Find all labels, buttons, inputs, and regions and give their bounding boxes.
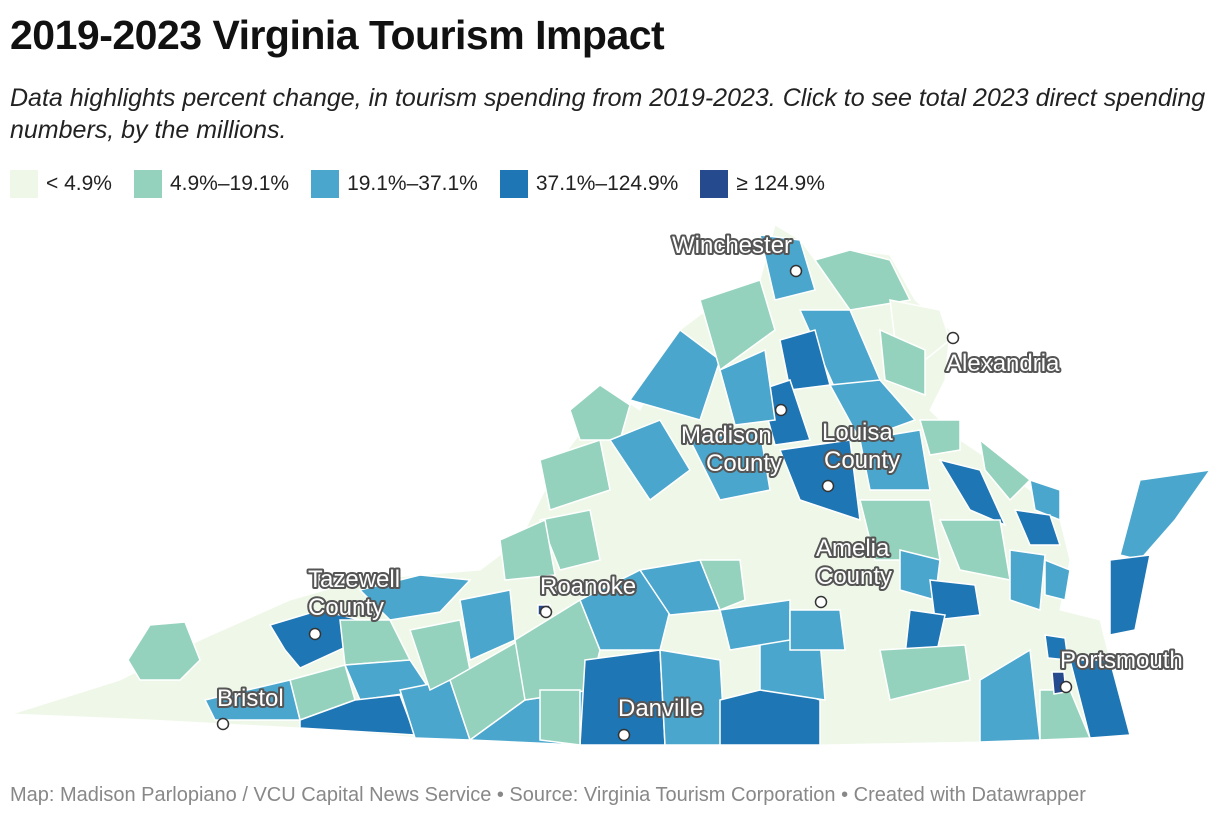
county-region[interactable] [608, 419, 691, 502]
city-marker-roanoke[interactable] [539, 605, 553, 619]
county-region[interactable] [1044, 558, 1071, 601]
county-region[interactable] [978, 438, 1032, 502]
county-region[interactable] [859, 429, 931, 491]
chart-title: 2019-2023 Virginia Tourism Impact [10, 12, 665, 58]
city-markers [216, 264, 1073, 742]
legend-label-2: 4.9%–19.1% [169, 172, 290, 195]
city-label-roanoke: Roanoke [540, 573, 636, 600]
footer-credits: Map: Madison Parlopiano / VCU Capital Ne… [10, 784, 1086, 806]
city-label-louisa-county: Louisa County [822, 419, 900, 474]
county-region[interactable] [938, 458, 1007, 527]
county-region[interactable] [539, 439, 611, 511]
county-region[interactable] [929, 579, 981, 621]
county-region[interactable] [569, 384, 631, 441]
chart-subtitle: Data highlights percent change, in touri… [10, 84, 1206, 144]
city-marker-alexandria[interactable] [946, 331, 960, 345]
city-label-tazewell-line2: County [308, 594, 384, 621]
county-region[interactable] [1009, 549, 1046, 612]
legend-swatch-5 [700, 170, 729, 198]
legend: < 4.9% 4.9%–19.1% 19.1%–37.1% 37.1%–124.… [10, 170, 847, 198]
county-region[interactable] [499, 518, 556, 581]
county-region[interactable] [1044, 634, 1069, 661]
city-marker-tazewell-county[interactable] [308, 627, 322, 641]
county-region[interactable] [813, 249, 912, 311]
city-marker-bristol[interactable] [216, 717, 230, 731]
county-region[interactable] [358, 574, 472, 621]
legend-label-1: < 4.9% [46, 172, 112, 195]
county-region[interactable] [127, 621, 201, 681]
legend-swatch-2 [133, 170, 162, 198]
county-region[interactable] [879, 644, 971, 701]
city-marker-winchester[interactable] [789, 264, 803, 278]
legend-swatch-3 [311, 170, 340, 198]
city-label-alexandria: Alexandria [946, 350, 1060, 377]
city-label-madison-line2: County [706, 450, 782, 477]
county-region[interactable] [1029, 478, 1061, 522]
city-marker-danville[interactable] [617, 728, 631, 742]
city-marker-louisa-county[interactable] [821, 479, 835, 493]
legend-item-1: < 4.9% [10, 170, 112, 198]
county-region[interactable] [539, 689, 581, 746]
legend-swatch-1 [10, 170, 38, 198]
legend-swatch-4 [499, 170, 528, 198]
city-label-amelia-county: Amelia County [816, 535, 896, 590]
legend-label-3: 19.1%–37.1% [347, 172, 478, 195]
legend-item-3: 19.1%–37.1% [311, 170, 478, 198]
county-region[interactable] [789, 609, 846, 651]
city-label-tazewell-line1: Tazewell [308, 566, 400, 593]
legend-label-5: ≥ 124.9% [736, 172, 825, 195]
city-label-madison-county: Madison County [681, 422, 782, 477]
city-labels: Winchester Alexandria Madison County Lou… [215, 230, 1185, 724]
city-label-bristol: Bristol [217, 685, 284, 712]
legend-item-4: 37.1%–124.9% [499, 170, 679, 198]
county-region[interactable] [538, 509, 601, 571]
county-region[interactable] [759, 234, 816, 301]
county-region[interactable] [719, 348, 776, 426]
city-label-portsmouth: Portsmouth [1060, 647, 1183, 674]
legend-item-5: ≥ 124.9% [700, 170, 825, 198]
county-region[interactable] [828, 379, 917, 441]
city-label-madison-line1: Madison [681, 422, 772, 449]
virginia-map[interactable]: Winchester Alexandria Madison County Lou… [0, 215, 1220, 755]
legend-label-4: 37.1%–124.9% [535, 172, 679, 195]
city-label-tazewell-county: Tazewell County [308, 566, 407, 621]
county-region[interactable] [778, 439, 861, 522]
county-region[interactable] [1013, 509, 1062, 546]
city-marker-madison-county[interactable] [774, 403, 788, 417]
county-region[interactable] [1119, 469, 1212, 561]
county-region[interactable] [699, 279, 776, 372]
county-region[interactable] [1109, 554, 1151, 636]
city-label-amelia-line1: Amelia [816, 535, 890, 562]
city-label-louisa-line1: Louisa [822, 419, 893, 446]
county-region[interactable] [1069, 659, 1131, 739]
city-marker-amelia-county[interactable] [814, 595, 828, 609]
county-region[interactable] [879, 328, 926, 397]
legend-item-2: 4.9%–19.1% [133, 170, 290, 198]
city-marker-portsmouth[interactable] [1059, 680, 1073, 694]
city-label-amelia-line2: County [816, 563, 892, 590]
city-label-danville: Danville [618, 695, 703, 722]
county-region[interactable] [579, 569, 671, 651]
city-label-winchester: Winchester [672, 232, 792, 259]
county-region[interactable] [919, 419, 961, 456]
city-label-louisa-line2: County [824, 447, 900, 474]
county-region[interactable] [688, 429, 771, 501]
county-region[interactable] [698, 559, 746, 611]
